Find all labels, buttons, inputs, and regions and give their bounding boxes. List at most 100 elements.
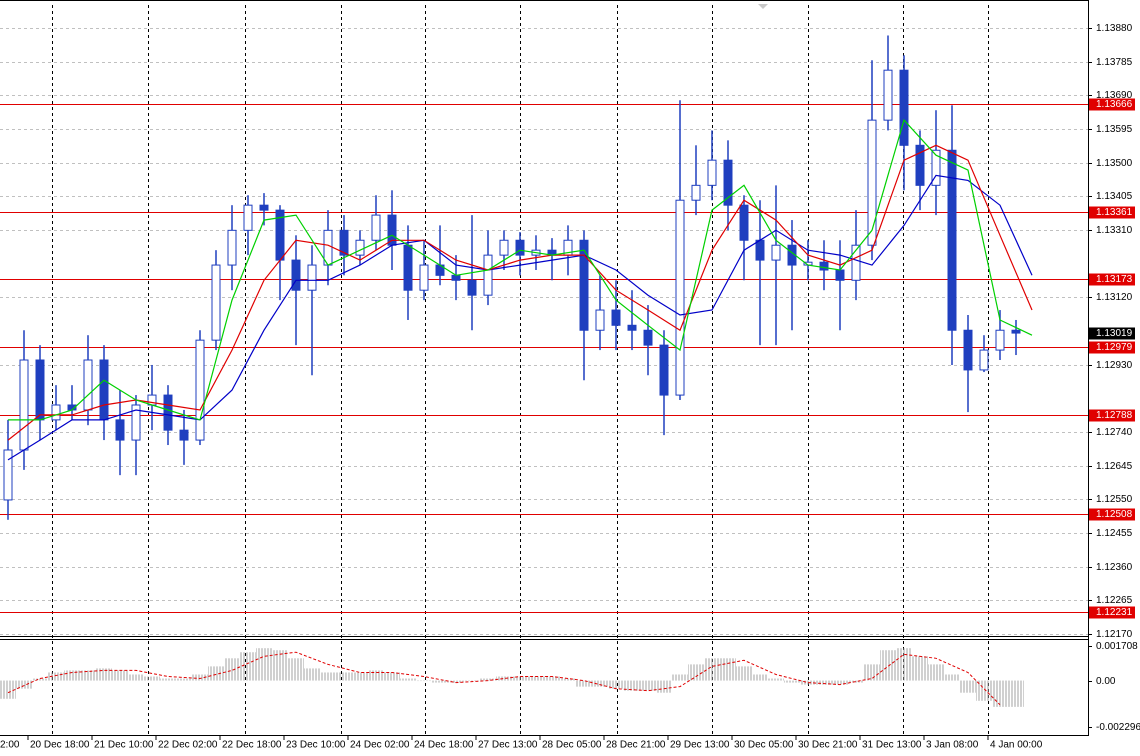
candle-body [115, 419, 125, 441]
candle-body [819, 261, 829, 271]
histogram-bar [960, 680, 976, 693]
histogram-bar [944, 674, 960, 681]
candle-body [691, 184, 701, 201]
histogram-bar [272, 650, 288, 681]
histogram-bar [864, 664, 880, 681]
level-label-bg [1089, 341, 1135, 354]
y-tick-label: 1.13500 [1096, 158, 1133, 169]
x-tick-label: 28 Dec 21:00 [606, 740, 666, 751]
level-label-bg [1089, 98, 1135, 111]
candle-body [883, 69, 893, 121]
candle-body [259, 204, 269, 211]
histogram-bar [848, 680, 864, 683]
candle-body [307, 264, 317, 291]
level-label-bg [1089, 409, 1135, 422]
histogram-bar [368, 670, 384, 681]
y-tick-label: 1.13310 [1096, 225, 1133, 236]
level-label: 1.12788 [1096, 410, 1133, 421]
histogram-bar [640, 680, 656, 691]
histogram-bar [64, 670, 80, 681]
moving-average [8, 118, 1033, 421]
last-price-label: 1.13019 [1096, 328, 1133, 339]
candle-body [211, 264, 221, 341]
candle-body [83, 359, 93, 411]
y-tick-label: 1.13785 [1096, 57, 1133, 68]
indicator-plot [0, 648, 1024, 707]
histogram-bar [992, 680, 1008, 707]
histogram-bar [160, 678, 176, 681]
candle-body [499, 239, 509, 256]
histogram-bar [384, 672, 400, 681]
histogram-bar [416, 680, 432, 682]
level-label-bg [1089, 273, 1135, 286]
x-tick-label: 22 Dec 18:00 [222, 740, 282, 751]
y-tick-label: 1.12360 [1096, 562, 1133, 573]
moving-average [7, 144, 1033, 441]
x-tick-label: 22 Dec 02:00 [158, 740, 218, 751]
histogram-bar [16, 680, 32, 689]
histogram-bar [656, 680, 672, 693]
histogram-bar [800, 680, 816, 685]
candle-body [931, 149, 941, 186]
level-label: 1.12979 [1096, 342, 1133, 353]
x-tick-label: 27 Dec 13:00 [478, 740, 538, 751]
candle-body [163, 394, 173, 431]
y-tick-label: 0.001708 [1096, 641, 1138, 652]
candle-body [851, 244, 861, 281]
histogram-bar [832, 680, 848, 685]
candle-body [739, 204, 749, 241]
histogram-bar [224, 658, 240, 681]
x-tick-label: 29 Dec 13:00 [670, 740, 730, 751]
candle-body [1011, 329, 1021, 334]
histogram-bar [560, 678, 576, 681]
histogram-bar [544, 676, 560, 681]
candle-body [595, 309, 605, 331]
histogram-bar [336, 672, 352, 681]
candle-body [51, 404, 61, 421]
histogram-bar [480, 678, 496, 681]
candle-body [451, 274, 461, 281]
candle-body [611, 309, 621, 326]
candle-body [131, 404, 141, 441]
candle-body [915, 144, 925, 186]
histogram-bar [624, 680, 640, 691]
y-tick-label: 1.13405 [1096, 191, 1133, 202]
candle-body [19, 359, 29, 451]
candle-body [3, 449, 13, 501]
y-tick-label: 1.13690 [1096, 90, 1133, 101]
candle-body [291, 259, 301, 291]
histogram-bar [80, 670, 96, 681]
candle-body [99, 359, 109, 421]
level-label: 1.13173 [1096, 274, 1133, 285]
candle-body [643, 329, 653, 346]
histogram-bar [464, 680, 480, 682]
x-tick-label: 21 Dec 10:00 [94, 740, 154, 751]
y-tick-label: 1.12170 [1096, 629, 1133, 640]
candle-body [579, 239, 589, 331]
price-plot [0, 28, 1088, 635]
histogram-bar [144, 676, 160, 681]
histogram-bar [720, 658, 736, 681]
y-tick-label: 0.00 [1096, 676, 1116, 687]
x-tick-label: 2:00 [0, 740, 20, 751]
moving-average [7, 174, 1033, 461]
level-label: 1.12231 [1096, 607, 1133, 618]
candle-body [627, 324, 637, 331]
candle-body [723, 159, 733, 206]
histogram-bar [768, 678, 784, 681]
histogram-bar [128, 674, 144, 681]
candle-body [659, 344, 669, 396]
candle-body [483, 254, 493, 296]
candle-body [243, 204, 253, 231]
axes: 2:00 20 Dec 18:00 21 Dec 10:00 22 Dec 02:00… [0, 23, 1140, 751]
x-tick-label: 24 Dec 18:00 [414, 740, 474, 751]
y-tick-label: -0.002296 [1096, 722, 1140, 733]
histogram-bar [112, 670, 128, 681]
x-tick-label: 28 Dec 05:00 [542, 740, 602, 751]
y-tick-label: 1.12455 [1096, 528, 1133, 539]
histogram-bar [352, 672, 368, 681]
histogram-bar [784, 680, 800, 683]
y-tick-label: 1.13880 [1096, 23, 1133, 34]
candle-body [899, 69, 909, 146]
